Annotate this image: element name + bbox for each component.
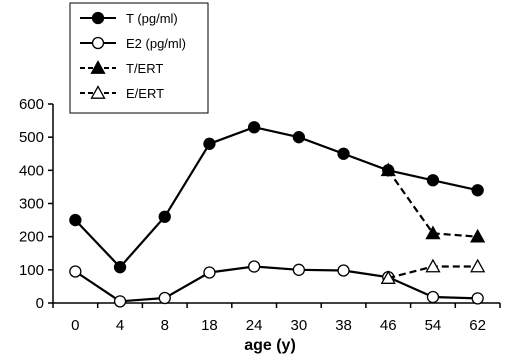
data-point [470, 258, 486, 273]
x-tick-label: 8 [161, 317, 169, 334]
y-tick-label: 600 [19, 96, 44, 113]
legend-label: T (pg/ml) [126, 11, 178, 26]
x-tick-label: 38 [335, 317, 352, 334]
data-point [292, 131, 306, 144]
legend-marker [91, 36, 105, 50]
data-point [292, 263, 306, 276]
data-point [203, 266, 216, 279]
legend-label: T/ERT [126, 61, 163, 76]
data-point [471, 292, 484, 305]
data-point [158, 210, 171, 223]
data-point [471, 184, 484, 197]
series-line [74, 265, 478, 303]
data-point [113, 261, 127, 274]
data-point [158, 291, 171, 305]
data-point [426, 290, 440, 304]
data-point [380, 270, 396, 284]
data-point [380, 162, 396, 177]
data-point [425, 258, 441, 273]
legend-item: T/ERT [80, 60, 163, 76]
y-tick-label: 300 [19, 196, 44, 213]
series-1 [69, 121, 484, 274]
legend-item: E2 (pg/ml) [80, 36, 186, 51]
x-tick-label: 46 [380, 317, 397, 334]
x-axis-title: age (y) [244, 337, 296, 354]
data-point [337, 147, 350, 160]
data-point [203, 137, 216, 150]
x-axis-ticks: 0 4 8 18 24 30 38 46 54 62 [52, 303, 501, 334]
series-3 [380, 162, 486, 243]
series-2 [69, 260, 484, 308]
x-tick-label: 0 [71, 317, 79, 334]
legend-label: E2 (pg/ml) [126, 36, 186, 51]
data-point [69, 265, 82, 278]
legend-item: E/ERT [80, 85, 164, 101]
x-tick-label: 62 [469, 317, 486, 334]
y-axis-ticks: 0 100 200 300 400 500 600 [19, 96, 53, 312]
legend-marker [90, 85, 106, 99]
x-tick-label: 24 [246, 317, 263, 334]
data-point [113, 295, 127, 308]
x-tick-label: 4 [116, 317, 124, 334]
x-tick-label: 54 [425, 317, 442, 334]
data-point [426, 174, 440, 187]
legend-label: E/ERT [126, 86, 164, 101]
x-tick-label: 18 [201, 317, 218, 334]
series-layer [69, 121, 486, 308]
series-line [74, 126, 478, 269]
y-tick-label: 200 [19, 229, 44, 246]
x-tick-label: 30 [291, 317, 308, 334]
series-4 [380, 258, 486, 284]
y-tick-label: 100 [19, 262, 44, 279]
data-point [247, 121, 261, 134]
data-point [247, 260, 261, 273]
legend: T (pg/ml) E2 (pg/ml) T/ERT E/ERT [69, 2, 209, 114]
data-point [69, 213, 82, 227]
data-point [337, 264, 350, 277]
legend-marker [91, 11, 105, 25]
legend-marker [90, 60, 106, 74]
y-tick-label: 0 [36, 295, 44, 312]
y-tick-label: 400 [19, 162, 44, 179]
data-point [470, 228, 486, 243]
y-tick-label: 500 [19, 129, 44, 146]
data-point [425, 225, 441, 240]
legend-item: T (pg/ml) [80, 11, 178, 26]
